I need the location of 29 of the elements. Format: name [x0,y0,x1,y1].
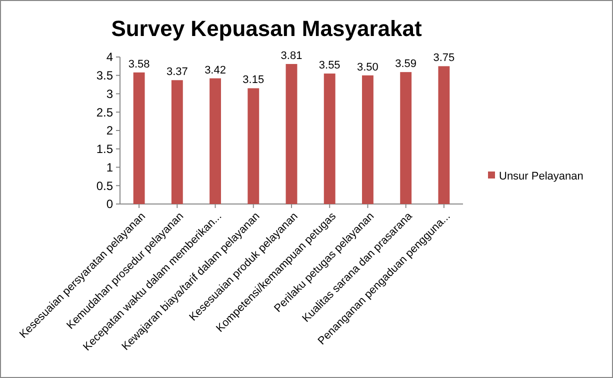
data-label: 3.58 [128,58,150,70]
y-tick-label: 0 [106,197,114,212]
bar [248,88,260,204]
y-tick-label: 1.5 [96,142,114,156]
data-label: 3.42 [204,64,226,76]
data-label: 3.50 [357,61,378,74]
bar [133,72,145,204]
bar [210,78,221,204]
y-tick-label: 3 [106,86,114,101]
y-tick-label: 1 [106,160,114,174]
chart-title: Survey Kepuasan Masyarakat [111,16,422,41]
data-label: 3.37 [166,66,188,78]
bar [286,64,298,204]
y-tick-label: 0.5 [96,178,114,193]
bar [438,66,450,204]
y-tick-label: 3.5 [96,68,114,83]
y-tick-label: 4 [106,50,114,64]
data-label: 3.75 [433,52,455,64]
bar [324,74,336,204]
bar [171,80,183,204]
data-label: 3.55 [318,60,340,72]
legend-label: Unsur Pelayanan [499,170,584,182]
data-label: 3.81 [280,50,302,62]
bar [362,75,374,204]
bar [400,72,412,204]
y-tick-label: 2 [106,124,114,138]
y-tick-label: 2.5 [96,105,114,120]
data-label: 3.59 [395,58,417,70]
data-label: 3.15 [242,74,264,86]
